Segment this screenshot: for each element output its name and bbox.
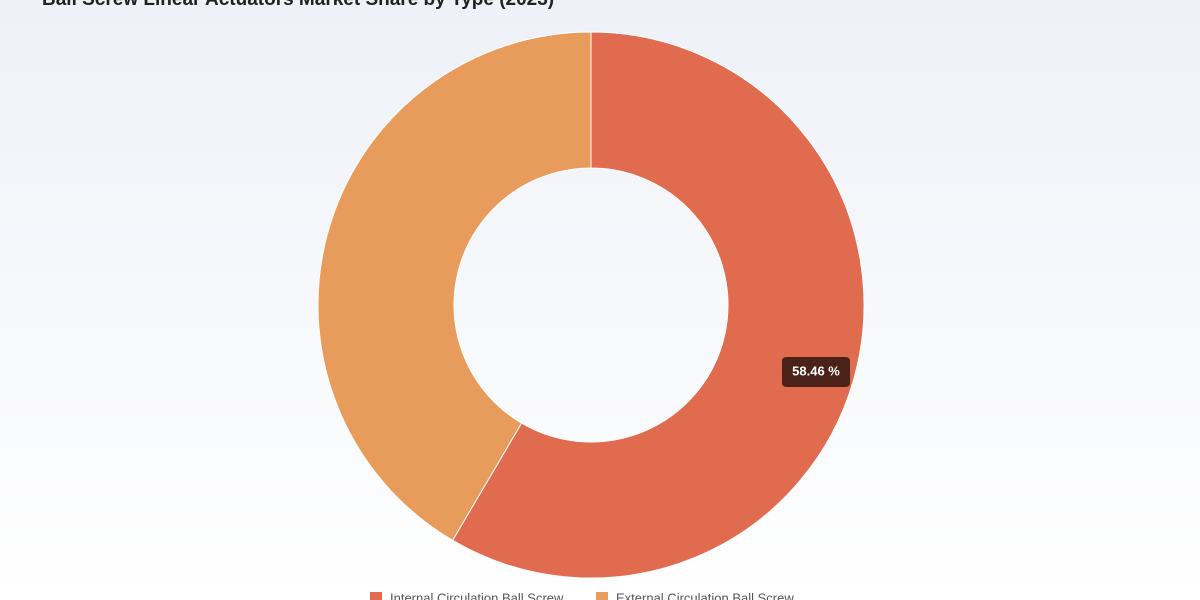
- legend-label: External Circulation Ball Screw: [616, 590, 794, 600]
- legend-swatch: [596, 592, 608, 600]
- chart-title: Ball Screw Linear Actuators Market Share…: [42, 0, 554, 10]
- legend-label: Internal Circulation Ball Screw: [390, 590, 564, 600]
- tooltip-box: [782, 357, 850, 387]
- value-tooltip: 58.46 %: [782, 357, 850, 387]
- value-label: 58.46 %: [792, 363, 840, 378]
- donut-slice: [317, 31, 592, 542]
- legend-swatch: [370, 592, 382, 600]
- donut-slice: [451, 31, 865, 579]
